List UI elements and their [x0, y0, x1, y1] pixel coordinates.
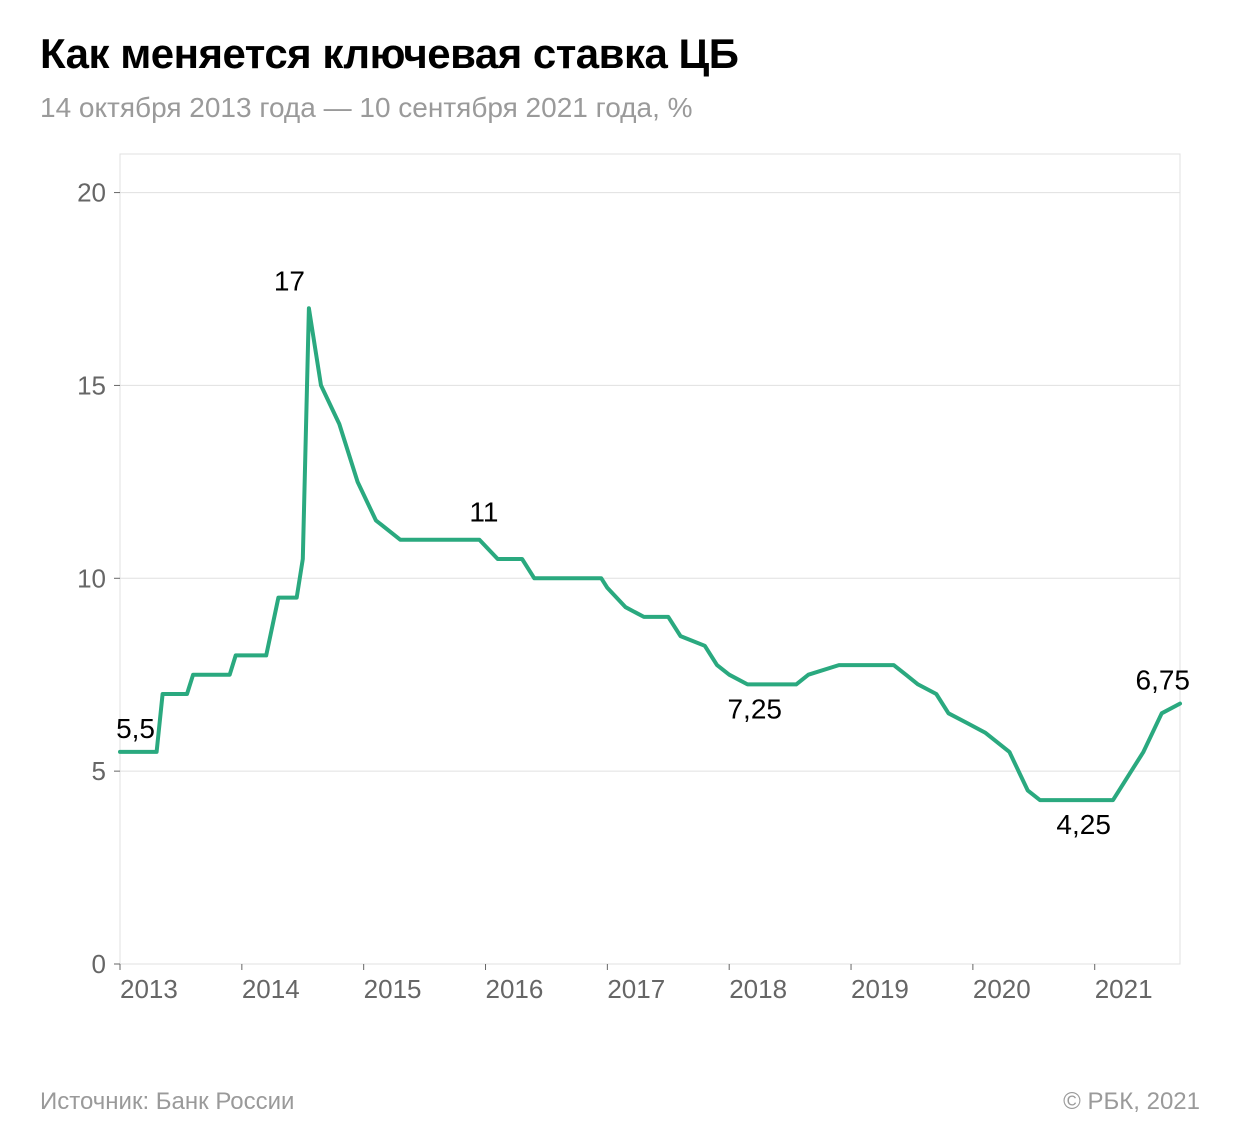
- y-tick-label: 15: [77, 370, 106, 400]
- x-tick-label: 2015: [364, 974, 422, 1004]
- value-annotation: 4,25: [1056, 809, 1111, 840]
- value-annotation: 6,75: [1136, 665, 1191, 696]
- x-tick-label: 2014: [242, 974, 300, 1004]
- chart-card: Как меняется ключевая ставка ЦБ 14 октяб…: [0, 0, 1240, 1146]
- value-annotation: 5,5: [116, 713, 155, 744]
- y-tick-label: 5: [92, 756, 106, 786]
- x-tick-label: 2019: [851, 974, 909, 1004]
- value-annotation: 11: [469, 497, 498, 528]
- y-tick-label: 20: [77, 178, 106, 208]
- x-tick-label: 2017: [607, 974, 665, 1004]
- y-tick-label: 10: [77, 563, 106, 593]
- chart-subtitle: 14 октября 2013 года — 10 сентября 2021 …: [40, 92, 1200, 124]
- x-tick-label: 2018: [729, 974, 787, 1004]
- x-tick-label: 2020: [973, 974, 1031, 1004]
- x-tick-label: 2021: [1095, 974, 1153, 1004]
- source-label: Источник: Банк России: [40, 1088, 294, 1116]
- value-annotation: 7,25: [727, 693, 782, 724]
- y-tick-label: 0: [92, 949, 106, 979]
- chart-plot: 0 5 10 15 20 2013 2014 2015 2016 2017 2018 2019 2020…: [40, 144, 1200, 1024]
- value-annotation: 17: [274, 265, 305, 296]
- x-tick-label: 2013: [120, 974, 178, 1004]
- copyright-label: © РБК, 2021: [1063, 1088, 1200, 1116]
- x-tick-label: 2016: [486, 974, 544, 1004]
- chart-footer: Источник: Банк России © РБК, 2021: [40, 1088, 1200, 1116]
- chart-title: Как меняется ключевая ставка ЦБ: [40, 30, 1200, 78]
- chart-svg: 0 5 10 15 20 2013 2014 2015 2016 2017 2018 2019 2020…: [40, 144, 1200, 1024]
